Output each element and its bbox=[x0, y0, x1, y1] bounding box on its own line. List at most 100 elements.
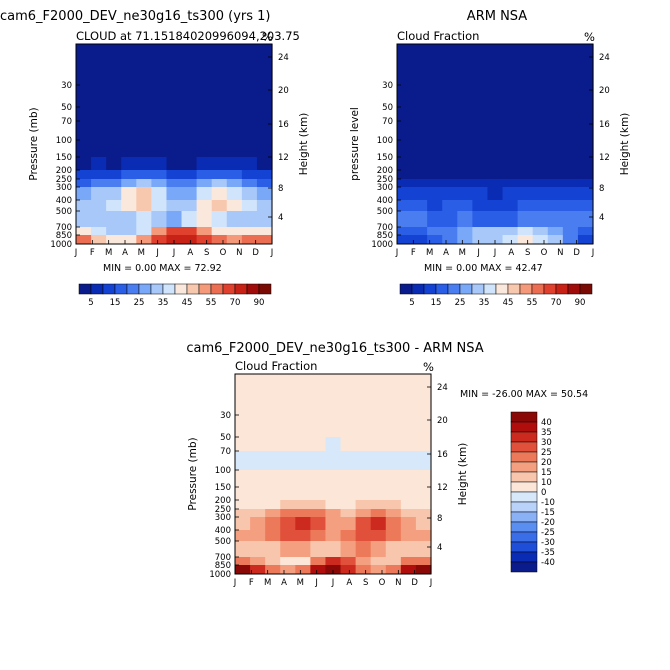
heatmap-cell bbox=[226, 121, 243, 140]
heatmap-cell bbox=[151, 121, 168, 140]
colorbar-swatch bbox=[471, 283, 485, 295]
heatmap-cell bbox=[325, 509, 342, 517]
colorbar-swatch bbox=[510, 421, 538, 433]
heatmap-cell bbox=[106, 227, 122, 235]
heatmap-cell bbox=[265, 541, 281, 557]
heatmap-cell bbox=[106, 157, 122, 170]
colorbar-swatch bbox=[510, 501, 538, 513]
y-tick-label: 200 bbox=[56, 166, 72, 176]
heatmap-cell bbox=[562, 211, 579, 227]
heatmap-cell bbox=[166, 157, 183, 170]
colorbar-swatch bbox=[399, 283, 413, 295]
y-tick-label: 500 bbox=[215, 537, 231, 547]
heatmap-cell bbox=[415, 470, 432, 487]
heatmap-cell bbox=[196, 140, 213, 157]
colorbar-swatch bbox=[447, 283, 461, 295]
heatmap-cell bbox=[487, 85, 504, 107]
heatmap-cell bbox=[472, 211, 489, 227]
heatmap-cell bbox=[151, 107, 168, 121]
heatmap-cell bbox=[412, 157, 428, 170]
heatmap-cell bbox=[76, 179, 92, 187]
heatmap-cell bbox=[241, 200, 258, 211]
heatmap-cell bbox=[241, 235, 258, 244]
colorbar-swatch bbox=[186, 283, 200, 295]
colorbar-label: 25 bbox=[541, 448, 552, 458]
x-tick-label: J bbox=[233, 578, 237, 588]
heatmap-cell bbox=[517, 107, 534, 121]
heatmap-cell bbox=[250, 509, 266, 517]
heatmap-cell bbox=[517, 44, 534, 85]
heatmap-cell bbox=[517, 157, 534, 170]
heatmap-cell bbox=[442, 157, 458, 170]
heatmap-cell bbox=[226, 211, 243, 227]
diff-heatmap-cells bbox=[235, 374, 432, 574]
heatmap-cell bbox=[442, 200, 458, 211]
x-tick-label: M bbox=[426, 248, 433, 258]
heatmap-cell bbox=[412, 211, 428, 227]
heatmap-cell bbox=[502, 121, 519, 140]
heatmap-cell bbox=[151, 200, 168, 211]
heatmap-cell bbox=[241, 179, 258, 187]
heatmap-cell bbox=[517, 140, 534, 157]
heatmap-cell bbox=[256, 85, 273, 107]
x-tick-label: A bbox=[187, 248, 193, 258]
heatmap-cell bbox=[211, 44, 228, 85]
colorbar-swatch bbox=[102, 283, 116, 295]
heatmap-cell bbox=[226, 140, 243, 157]
heatmap-cell bbox=[325, 415, 342, 437]
heatmap-cell bbox=[265, 517, 281, 530]
heatmap-cell bbox=[181, 227, 198, 235]
heatmap-cell bbox=[136, 121, 152, 140]
heatmap-cell bbox=[472, 107, 489, 121]
heatmap-cell bbox=[280, 437, 296, 451]
y-tick-label: 850 bbox=[56, 231, 72, 241]
heatmap-cell bbox=[415, 451, 432, 470]
heatmap-cell bbox=[250, 470, 266, 487]
heatmap-cell bbox=[415, 509, 432, 517]
heatmap-cell bbox=[106, 179, 122, 187]
colorbar-label: 20 bbox=[541, 458, 552, 468]
heatmap-cell bbox=[166, 179, 183, 187]
colorbar-label: -10 bbox=[541, 498, 555, 508]
heatmap-cell bbox=[442, 187, 458, 200]
colorbar-label: 45 bbox=[182, 298, 193, 308]
heatmap-cell bbox=[181, 200, 198, 211]
heatmap-cell bbox=[250, 415, 266, 437]
heatmap-cell bbox=[427, 121, 443, 140]
heatmap-cell bbox=[370, 517, 387, 530]
heatmap-cell bbox=[295, 509, 311, 517]
colorbar-swatch bbox=[162, 283, 176, 295]
heatmap-cell bbox=[532, 179, 549, 187]
colorbar-label: 90 bbox=[254, 298, 265, 308]
colorbar-label: 70 bbox=[230, 298, 241, 308]
obs-colorbar: 5 15 25 35 45 55 70 90 bbox=[399, 283, 593, 308]
heatmap-cell bbox=[136, 179, 152, 187]
y-tick-label: 50 bbox=[382, 103, 393, 113]
heatmap-cell bbox=[385, 437, 402, 451]
heatmap-cell bbox=[280, 487, 296, 500]
heatmap-cell bbox=[91, 44, 107, 85]
y-tick-label: 70 bbox=[61, 117, 72, 127]
heatmap-cell bbox=[91, 170, 107, 179]
heatmap-cell bbox=[340, 530, 357, 541]
heatmap-cell bbox=[310, 415, 327, 437]
heatmap-cell bbox=[76, 44, 92, 85]
heatmap-cell bbox=[412, 235, 428, 244]
heatmap-cell bbox=[181, 170, 198, 179]
heatmap-cell bbox=[136, 85, 152, 107]
colorbar-label: -30 bbox=[541, 538, 555, 548]
heatmap-cell bbox=[562, 85, 579, 107]
heatmap-cell bbox=[295, 530, 311, 541]
heatmap-cell bbox=[226, 179, 243, 187]
y-tick-label: 700 bbox=[215, 553, 231, 563]
heatmap-cell bbox=[121, 235, 137, 244]
heatmap-cell bbox=[196, 170, 213, 179]
x-tick-label: A bbox=[122, 248, 128, 258]
heatmap-cell bbox=[487, 227, 504, 235]
colorbar-swatch bbox=[114, 283, 128, 295]
y-tick-label: 500 bbox=[56, 207, 72, 217]
height-tick-label: 4 bbox=[437, 543, 442, 553]
heatmap-cell bbox=[355, 451, 372, 470]
heatmap-cell bbox=[415, 415, 432, 437]
heatmap-cell bbox=[562, 44, 579, 85]
